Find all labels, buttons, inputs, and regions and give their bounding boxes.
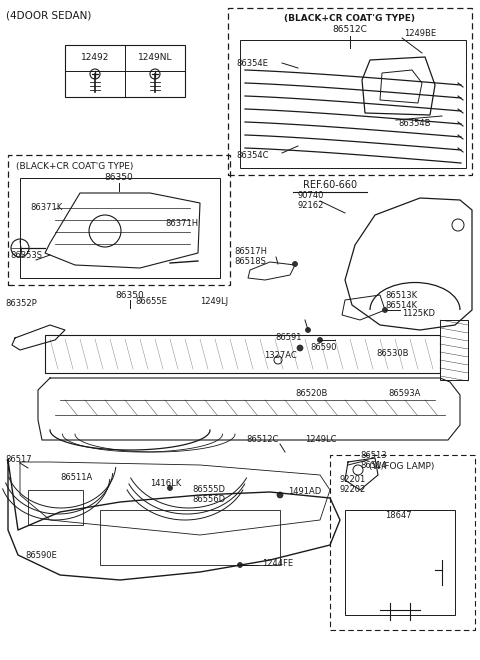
Text: 86593A: 86593A [388, 389, 420, 397]
Text: 86591: 86591 [275, 333, 301, 341]
Bar [100, 510, 280, 565]
Text: 86590E: 86590E [25, 550, 57, 560]
Bar [440, 320, 468, 380]
Text: 86517H: 86517H [234, 248, 267, 257]
Text: 1249BE: 1249BE [404, 28, 436, 38]
Circle shape [168, 486, 172, 490]
Text: 86590: 86590 [310, 343, 336, 352]
Text: 86354C: 86354C [236, 152, 268, 160]
Text: 1249LJ: 1249LJ [200, 298, 228, 306]
Circle shape [317, 337, 323, 343]
Text: (4DOOR SEDAN): (4DOOR SEDAN) [6, 10, 91, 20]
Text: 1416LK: 1416LK [150, 480, 181, 488]
Text: 86354B: 86354B [398, 119, 431, 127]
Circle shape [297, 345, 303, 351]
Text: 86556D: 86556D [192, 496, 225, 504]
Text: 1125KD: 1125KD [402, 308, 435, 317]
Text: 86371K: 86371K [30, 203, 62, 213]
Text: 86512C: 86512C [333, 26, 367, 34]
Circle shape [277, 492, 283, 498]
Circle shape [292, 261, 298, 267]
Text: 1327AC: 1327AC [264, 350, 297, 360]
Text: REF.60-660: REF.60-660 [303, 180, 357, 190]
Bar [8, 155, 230, 285]
Bar [240, 40, 466, 168]
Text: 86517: 86517 [5, 455, 32, 465]
Text: 86513K: 86513K [385, 290, 417, 300]
Text: 86520B: 86520B [295, 389, 327, 397]
Text: 86354E: 86354E [236, 59, 268, 67]
Text: 86371H: 86371H [165, 218, 198, 228]
Bar [20, 178, 220, 278]
Text: 86530B: 86530B [376, 348, 408, 358]
Text: 86655E: 86655E [135, 298, 167, 306]
Bar [330, 455, 475, 630]
Text: 86352P: 86352P [5, 298, 37, 308]
Text: (W/FOG LAMP): (W/FOG LAMP) [369, 463, 435, 471]
Circle shape [383, 308, 387, 312]
Text: (BLACK+CR COAT'G TYPE): (BLACK+CR COAT'G TYPE) [16, 162, 133, 170]
Bar [45, 335, 440, 373]
Text: 86350: 86350 [105, 172, 133, 182]
Text: 86353S: 86353S [10, 251, 42, 259]
Bar [28, 490, 83, 525]
Text: 86514: 86514 [360, 461, 386, 469]
Text: 92162: 92162 [298, 201, 324, 211]
Text: 1249NL: 1249NL [138, 53, 172, 61]
Bar [228, 8, 472, 175]
Text: 1491AD: 1491AD [288, 488, 321, 496]
Text: 92201: 92201 [340, 475, 366, 484]
Text: 86514K: 86514K [385, 300, 417, 310]
Circle shape [238, 562, 242, 568]
Text: (BLACK+CR COAT'G TYPE): (BLACK+CR COAT'G TYPE) [285, 15, 416, 24]
Text: 86512C: 86512C [246, 436, 278, 444]
Text: 86518S: 86518S [234, 257, 266, 267]
Text: 86555D: 86555D [192, 486, 225, 494]
Text: 12492: 12492 [81, 53, 109, 61]
Text: 86511A: 86511A [60, 473, 92, 482]
Text: 1249LC: 1249LC [305, 436, 336, 444]
Text: 86513: 86513 [360, 451, 386, 459]
Circle shape [305, 327, 311, 333]
Text: 18647: 18647 [385, 510, 412, 519]
Text: 86350: 86350 [116, 290, 144, 300]
Text: 90740: 90740 [298, 191, 324, 201]
Text: 1244FE: 1244FE [262, 558, 293, 568]
Text: 92202: 92202 [340, 486, 366, 494]
Bar [345, 510, 455, 615]
Bar [65, 45, 185, 97]
